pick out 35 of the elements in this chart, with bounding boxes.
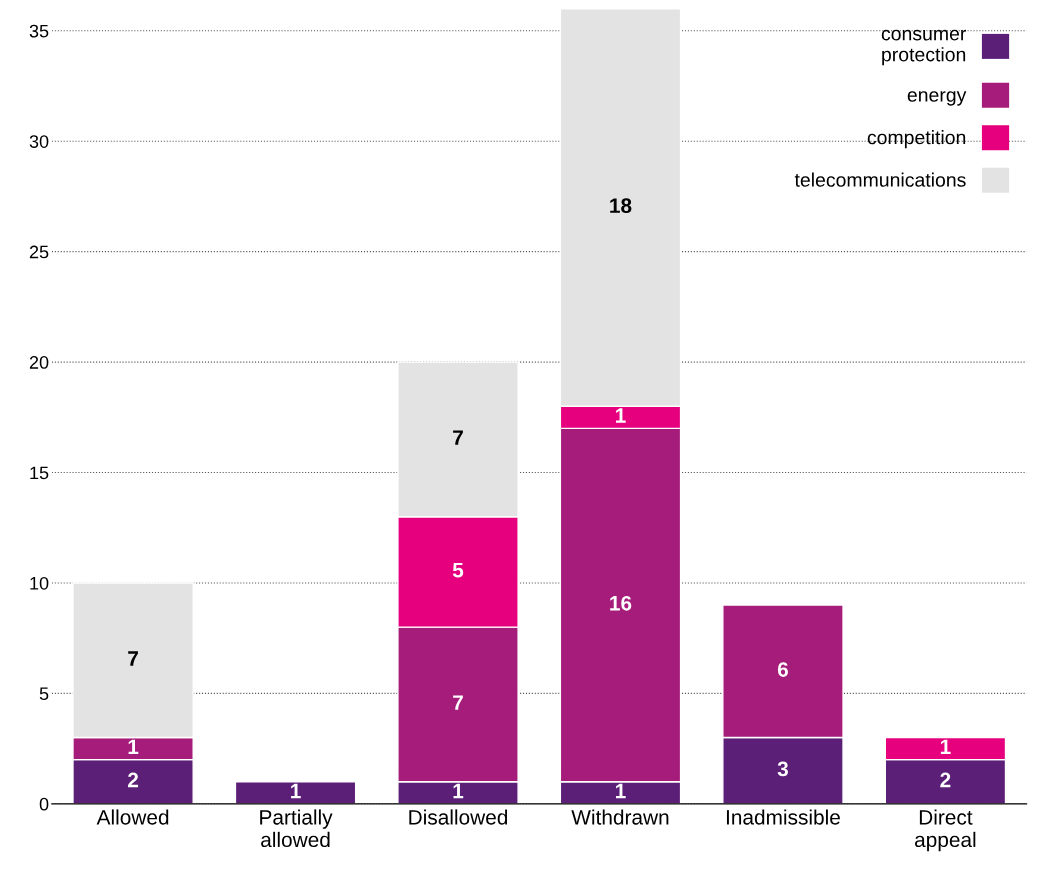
data-label: 6 bbox=[777, 662, 788, 677]
data-label: 7 bbox=[128, 651, 138, 666]
y-tick-label: 30 bbox=[29, 135, 49, 148]
data-label: 7 bbox=[453, 430, 463, 445]
y-tick-label: 20 bbox=[29, 356, 49, 369]
data-label: 16 bbox=[610, 595, 632, 611]
x-tick-label: Inadmissible bbox=[726, 809, 840, 825]
bar bbox=[234, 781, 357, 804]
y-tick-label: 25 bbox=[29, 245, 49, 259]
data-label: 1 bbox=[453, 783, 464, 799]
data-label: 1 bbox=[940, 739, 951, 754]
x-tick-label: Allowed bbox=[96, 809, 169, 825]
x-tick-label: Withdrawn bbox=[571, 809, 669, 825]
data-label: 2 bbox=[128, 772, 139, 788]
data-label: 1 bbox=[615, 408, 626, 423]
data-label: 3 bbox=[777, 761, 788, 777]
legend-label: energy bbox=[907, 91, 967, 106]
legend-label: competition bbox=[867, 130, 966, 149]
legend-label: telecommunications bbox=[794, 172, 966, 187]
data-label: 5 bbox=[452, 562, 464, 578]
data-label: 1 bbox=[291, 783, 301, 799]
x-tick-label: Partially allowed bbox=[260, 809, 333, 848]
data-label: 2 bbox=[940, 772, 951, 788]
data-label: 1 bbox=[615, 783, 626, 799]
x-tick-label: Direct appeal bbox=[915, 809, 976, 852]
legend-label: consumer protection bbox=[881, 29, 967, 66]
data-label: 7 bbox=[453, 695, 463, 710]
y-tick-label: 5 bbox=[39, 687, 49, 701]
y-tick-label: 0 bbox=[39, 797, 49, 811]
data-label: 18 bbox=[610, 198, 632, 214]
y-tick-label: 10 bbox=[30, 576, 49, 590]
x-tick-label: Disallowed bbox=[409, 809, 508, 825]
y-tick-label: 35 bbox=[29, 24, 49, 38]
y-tick-label: 15 bbox=[30, 466, 49, 480]
data-label: 1 bbox=[128, 739, 139, 754]
